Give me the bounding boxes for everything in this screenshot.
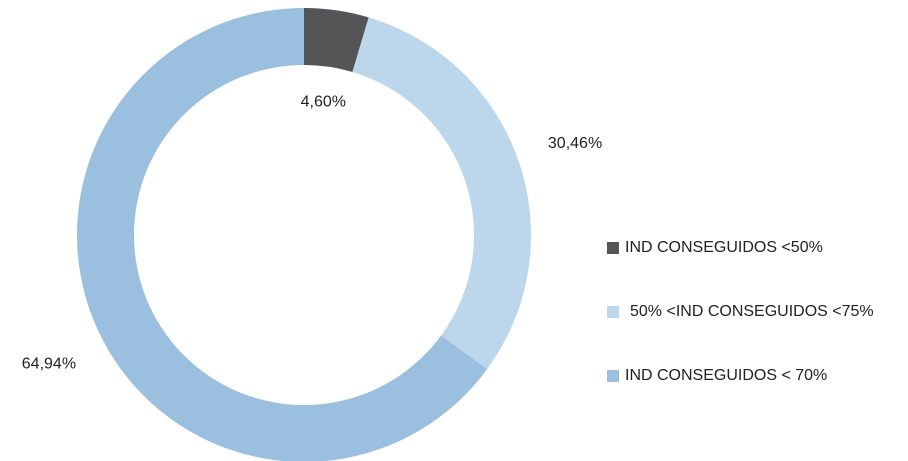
legend-label: IND CONSEGUIDOS <50% <box>625 239 823 256</box>
data-label: 64,94% <box>22 356 76 373</box>
data-label: 4,60% <box>301 94 346 111</box>
legend-label: 50% <IND CONSEGUIDOS <75% <box>630 303 874 320</box>
donut-slice <box>352 17 531 370</box>
legend-swatch <box>607 242 619 254</box>
donut-slice <box>304 8 369 73</box>
legend-label: IND CONSEGUIDOS < 70% <box>625 367 827 384</box>
legend-swatch <box>607 370 619 382</box>
legend-swatch <box>607 306 619 318</box>
data-label: 30,46% <box>548 135 602 152</box>
